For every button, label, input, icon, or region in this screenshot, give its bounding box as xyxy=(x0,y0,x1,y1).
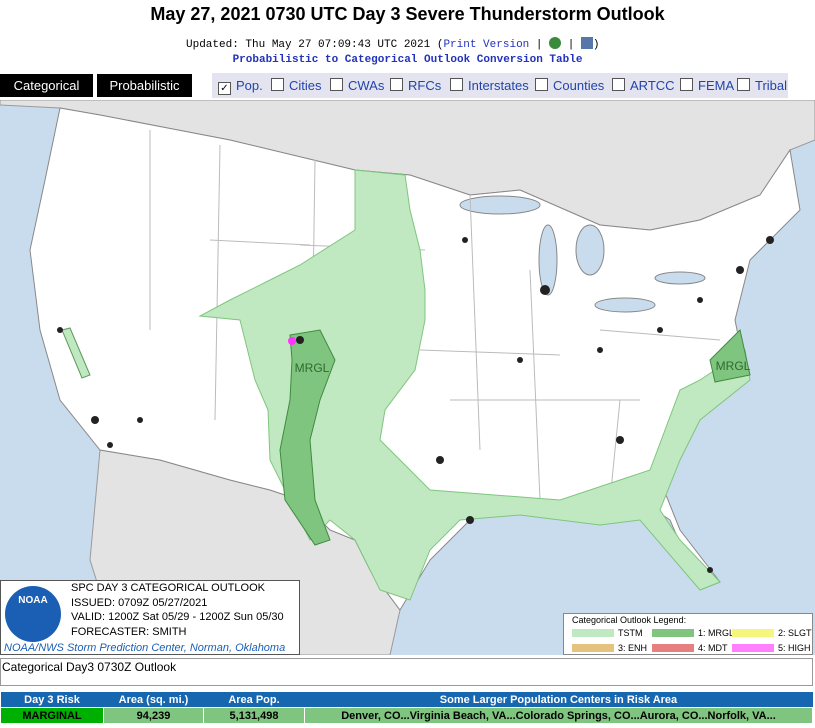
cell: Denver, CO...Virginia Beach, VA...Colora… xyxy=(304,707,813,724)
caption-box xyxy=(0,658,813,686)
checkbox[interactable] xyxy=(450,78,463,91)
mrgl-area xyxy=(709,329,751,383)
checkbox[interactable] xyxy=(680,78,693,91)
layer-toggle[interactable]: ✓ Pop. xyxy=(218,74,263,98)
layer-label: FEMA xyxy=(698,78,735,93)
header-row: Day 3 Risk Area (sq. mi.) Area Pop. Some… xyxy=(0,692,813,708)
risk-table: Day 3 Risk Area (sq. mi.) Area Pop. Some… xyxy=(0,692,813,724)
legend-item: 3: ENH xyxy=(572,643,647,653)
conversion-link[interactable]: Probabilistic to Categorical Outlook Con… xyxy=(232,54,583,66)
legend-label: 1: MRGL xyxy=(698,628,735,638)
layer-toggle[interactable]: CWAs xyxy=(330,74,384,98)
legend-swatch xyxy=(732,629,774,637)
layer-toggle[interactable]: Tribal xyxy=(737,74,787,98)
layer-label: ARTCC xyxy=(630,78,675,93)
checkbox[interactable] xyxy=(612,78,625,91)
tab[interactable]: Categorical xyxy=(0,74,93,97)
layer-label: Interstates xyxy=(468,78,529,93)
checkbox[interactable] xyxy=(737,78,750,91)
legend-item: 2: SLGT xyxy=(732,628,812,638)
tstm-area xyxy=(198,169,751,601)
layer-toggle[interactable]: RFCs xyxy=(390,74,441,98)
checkbox[interactable] xyxy=(535,78,548,91)
cell: MARGINAL xyxy=(0,707,104,724)
layer-label: CWAs xyxy=(348,78,385,93)
header-cell: Day 3 Risk xyxy=(24,693,80,706)
header-cell: Area Pop. xyxy=(228,693,280,706)
tab[interactable]: Probabilistic xyxy=(97,74,192,97)
header-cell: Some Larger Population Centers in Risk A… xyxy=(439,693,678,706)
layer-label: RFCs xyxy=(408,78,442,93)
risk-label: MRGL xyxy=(295,361,330,375)
legend-label: 5: HIGH xyxy=(778,643,811,653)
great-lakes xyxy=(459,195,706,313)
noaa-logo: NOAA xyxy=(5,586,61,642)
tstm-area xyxy=(61,327,91,379)
population xyxy=(57,236,774,573)
legend-label: TSTM xyxy=(618,628,643,638)
cell: 94,239 xyxy=(103,707,204,724)
legend-swatch xyxy=(572,644,614,652)
icon[interactable] xyxy=(580,37,593,49)
legend-title: Categorical Outlook Legend: xyxy=(572,615,687,625)
layer-label: Counties xyxy=(553,78,605,93)
print-link[interactable]: Print Version xyxy=(443,39,530,51)
header-cell: Area (sq. mi.) xyxy=(118,693,189,706)
legend-swatch xyxy=(732,644,774,652)
info-line: ISSUED: 0709Z 05/27/2021 xyxy=(71,596,208,609)
legend-label: 2: SLGT xyxy=(778,628,812,638)
marker xyxy=(288,337,296,345)
cell: 5,131,498 xyxy=(203,707,305,724)
updated-end: ) xyxy=(592,39,600,51)
layer-label: Cities xyxy=(289,78,322,93)
info-line: SPC DAY 3 CATEGORICAL OUTLOOK xyxy=(71,582,265,594)
checkbox[interactable] xyxy=(271,78,284,91)
legend-item: 5: HIGH xyxy=(732,643,811,653)
legend-label: 4: MDT xyxy=(698,643,728,653)
legend-item: TSTM xyxy=(572,628,643,638)
layer-label: Tribal xyxy=(755,78,788,93)
layer-label: Pop. xyxy=(236,78,263,93)
info-line: VALID: 1200Z Sat 05/29 - 1200Z Sun 05/30 xyxy=(71,611,284,623)
credit: NOAA/NWS Storm Prediction Center, Norman… xyxy=(4,642,286,654)
risk-label: MRGL xyxy=(716,359,751,373)
info-line: FORECASTER: SMITH xyxy=(71,625,187,638)
mrgl-area xyxy=(279,329,336,546)
layer-toggle[interactable]: FEMA xyxy=(680,74,734,98)
updated: Updated: Thu May 27 07:09:43 UTC 2021 ( xyxy=(186,39,444,51)
caption: Categorical Day3 0730Z Outlook xyxy=(2,660,177,674)
layer-toggle[interactable]: Interstates xyxy=(450,74,529,98)
layer-toggle[interactable]: Counties xyxy=(535,74,604,98)
title: May 27, 2021 0730 UTC Day 3 Severe Thund… xyxy=(150,4,665,24)
legend-item: 4: MDT xyxy=(652,643,728,653)
legend-swatch xyxy=(652,629,694,637)
legend-swatch xyxy=(572,629,614,637)
checkbox[interactable]: ✓ xyxy=(218,82,231,95)
layer-toggle[interactable]: ARTCC xyxy=(612,74,675,98)
updated-line: Updated: Thu May 27 07:09:43 UTC 2021 (P… xyxy=(186,37,600,51)
icon[interactable] xyxy=(549,37,562,49)
legend-item: 1: MRGL xyxy=(652,628,734,638)
map: MRGL MRGL xyxy=(0,100,815,655)
layer-toggle[interactable]: Cities xyxy=(271,74,322,98)
checkbox[interactable] xyxy=(330,78,343,91)
legend-label: 3: ENH xyxy=(618,643,648,653)
legend-swatch xyxy=(652,644,694,652)
data-row: MARGINAL 94,239 5,131,498 Denver, CO...V… xyxy=(0,707,813,724)
checkbox[interactable] xyxy=(390,78,403,91)
